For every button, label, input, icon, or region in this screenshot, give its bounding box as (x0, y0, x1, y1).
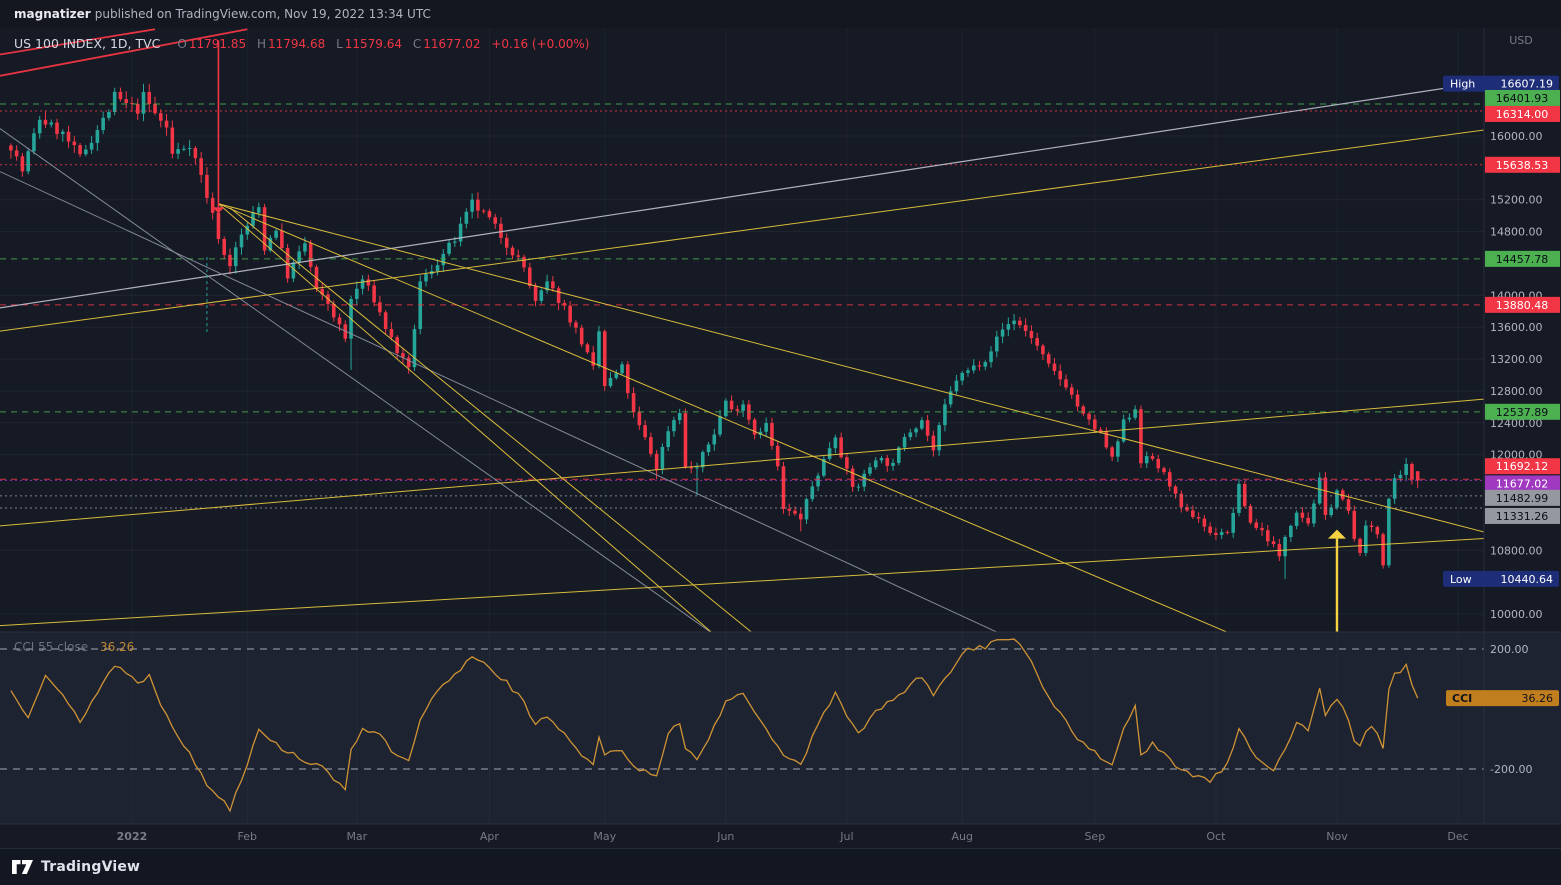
svg-text:-200.00: -200.00 (1490, 763, 1532, 776)
svg-text:12800.00: 12800.00 (1490, 385, 1543, 398)
svg-text:Apr: Apr (480, 830, 500, 843)
chart-area[interactable]: USD 16000.00 15200.00 14800.00 14000.00 13600… (0, 28, 1561, 848)
svg-text:200.00: 200.00 (1490, 643, 1529, 656)
svg-text:Jul: Jul (839, 830, 853, 843)
svg-text:10440.64: 10440.64 (1501, 573, 1554, 586)
time-axis[interactable]: 2022 Feb Mar Apr May Jun Jul Aug Sep Oct Nov Dec (117, 830, 1469, 843)
candlestick-series (9, 83, 1420, 579)
brand-name[interactable]: TradingView (41, 859, 141, 875)
svg-text:11677.02: 11677.02 (1496, 477, 1549, 490)
svg-text:11331.26: 11331.26 (1496, 510, 1549, 523)
svg-text:36.26: 36.26 (1522, 692, 1554, 705)
svg-text:Feb: Feb (238, 830, 257, 843)
svg-text:15638.53: 15638.53 (1496, 159, 1549, 172)
svg-text:2022: 2022 (117, 830, 148, 843)
svg-text:10800.00: 10800.00 (1490, 544, 1543, 557)
svg-text:12537.89: 12537.89 (1496, 406, 1549, 419)
horizontal-levels[interactable] (0, 103, 1484, 509)
svg-text:11692.12: 11692.12 (1496, 460, 1549, 473)
svg-text:CCI: CCI (1452, 692, 1472, 705)
svg-text:High: High (1450, 78, 1475, 91)
svg-text:13600.00: 13600.00 (1490, 321, 1543, 334)
author-name: magnatizer (14, 7, 91, 21)
publish-info: published on TradingView.com, Nov 19, 20… (94, 7, 431, 21)
svg-text:USD: USD (1509, 34, 1533, 47)
svg-text:Sep: Sep (1084, 830, 1105, 843)
cci-indicator (0, 638, 1484, 813)
svg-text:16314.00: 16314.00 (1496, 108, 1549, 121)
svg-text:13200.00: 13200.00 (1490, 353, 1543, 366)
chart-canvas[interactable]: USD16000.0015200.0014800.0014000.0013600… (0, 28, 1561, 848)
svg-text:14800.00: 14800.00 (1490, 226, 1543, 239)
attribution-bar: magnatizer published on TradingView.com,… (0, 0, 1561, 28)
svg-text:Oct: Oct (1206, 830, 1226, 843)
svg-text:13880.48: 13880.48 (1496, 299, 1549, 312)
svg-text:11482.99: 11482.99 (1496, 492, 1549, 505)
svg-text:Aug: Aug (951, 830, 972, 843)
svg-text:14457.78: 14457.78 (1496, 253, 1549, 266)
footer-bar: TradingView (0, 848, 1561, 885)
svg-text:May: May (593, 830, 616, 843)
svg-text:Nov: Nov (1326, 830, 1348, 843)
price-axis[interactable]: USD16000.0015200.0014800.0014000.0013600… (1443, 28, 1560, 824)
svg-text:16000.00: 16000.00 (1490, 130, 1543, 143)
svg-text:15200.00: 15200.00 (1490, 194, 1543, 207)
svg-text:12400.00: 12400.00 (1490, 417, 1543, 430)
svg-text:16607.19: 16607.19 (1501, 78, 1554, 91)
svg-text:Jun: Jun (716, 830, 734, 843)
tradingview-logo-icon[interactable] (12, 860, 33, 874)
svg-text:10000.00: 10000.00 (1490, 608, 1543, 621)
trend-lines[interactable] (0, 28, 1487, 634)
svg-text:16401.93: 16401.93 (1496, 92, 1549, 105)
svg-text:Mar: Mar (346, 830, 367, 843)
svg-text:Dec: Dec (1447, 830, 1468, 843)
svg-text:Low: Low (1450, 573, 1472, 586)
